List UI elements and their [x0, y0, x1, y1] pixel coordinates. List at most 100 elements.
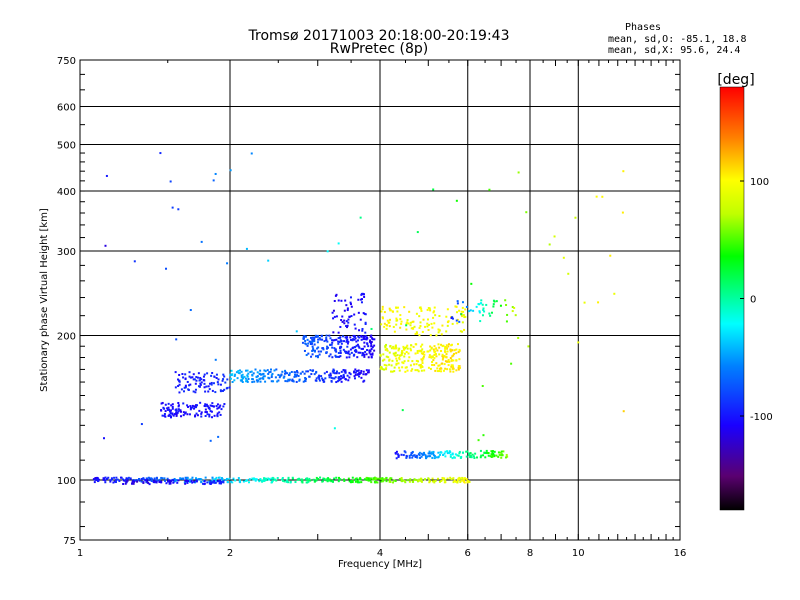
echo-point [359, 478, 362, 481]
echo-point [219, 413, 222, 416]
echo-point [251, 373, 254, 376]
echo-point [348, 371, 351, 374]
echo-point [238, 479, 241, 482]
echo-point [170, 415, 173, 418]
echo-point [433, 350, 436, 353]
echo-point [400, 320, 403, 323]
echo-point [343, 350, 346, 353]
echo-point [448, 360, 451, 363]
echo-point [250, 370, 253, 373]
echo-point [321, 338, 324, 341]
echo-point [446, 452, 449, 455]
echo-point [352, 346, 355, 349]
echo-point [200, 240, 203, 243]
echo-point [288, 373, 291, 376]
echo-point [226, 378, 229, 381]
echo-point [446, 368, 449, 371]
echo-point [334, 348, 337, 351]
echo-point [421, 343, 424, 346]
echo-point [438, 346, 441, 349]
echo-point [282, 376, 285, 379]
echo-point [177, 408, 180, 411]
echo-point [276, 380, 279, 383]
echo-point [131, 479, 134, 482]
echo-point [444, 479, 447, 482]
echo-point [360, 338, 363, 341]
y-tick-label: 100 [57, 476, 76, 487]
echo-point [196, 414, 199, 417]
echo-point [454, 305, 457, 308]
echo-point [342, 348, 345, 351]
echo-point [102, 437, 105, 440]
echo-point [370, 334, 373, 337]
echo-point [385, 324, 388, 327]
echo-point [405, 456, 408, 459]
echo-point [165, 267, 168, 270]
echo-point [267, 372, 270, 375]
echo-point [245, 380, 248, 383]
echo-point [266, 369, 269, 372]
echo-point [400, 322, 403, 325]
echo-point [180, 415, 183, 418]
echo-point [448, 451, 451, 454]
echo-point [457, 477, 460, 480]
echo-point [262, 375, 265, 378]
echo-point [191, 376, 194, 379]
echo-point [359, 298, 362, 301]
echo-point [379, 367, 382, 370]
x-tick-labels: 1 2 4 6 8 10 16 [77, 548, 687, 559]
echo-point [419, 321, 422, 324]
echo-point [453, 349, 456, 352]
echo-point [175, 414, 178, 417]
echo-point [335, 315, 338, 318]
echo-point [495, 454, 498, 457]
echo-point [432, 188, 435, 191]
echo-point [426, 325, 429, 328]
echo-point [553, 235, 556, 238]
echo-point [451, 322, 454, 325]
echo-point [381, 308, 384, 311]
echo-point [336, 380, 339, 383]
echo-point [396, 453, 399, 456]
x-tick-label: 4 [377, 548, 383, 559]
echo-point [426, 308, 429, 311]
echo-point [308, 477, 311, 480]
echo-point [240, 379, 243, 382]
echo-point [291, 477, 294, 480]
echo-point [431, 326, 434, 329]
echo-point [219, 390, 222, 393]
echo-point [286, 380, 289, 383]
echo-point [356, 343, 359, 346]
echo-point [420, 452, 423, 455]
echo-point [430, 356, 433, 359]
echo-point [233, 379, 236, 382]
echo-point [259, 380, 262, 383]
echo-point [451, 343, 454, 346]
echo-point [601, 195, 604, 198]
echo-point [171, 405, 174, 408]
y-tick-label: 75 [63, 536, 76, 547]
echo-point [495, 300, 498, 303]
echo-point [489, 455, 492, 458]
echo-point [361, 329, 364, 332]
echo-point [351, 479, 354, 482]
echo-point [263, 477, 266, 480]
echo-point [177, 405, 180, 408]
echo-point [345, 337, 348, 340]
echo-point [413, 325, 416, 328]
echo-point [360, 376, 363, 379]
echo-point [427, 366, 430, 369]
echo-point [217, 378, 220, 381]
echo-point [373, 344, 376, 347]
echo-point [353, 375, 356, 378]
echo-point [195, 477, 198, 480]
echo-point [191, 481, 194, 484]
echo-point [354, 373, 357, 376]
echo-point [360, 347, 363, 350]
echo-point [485, 303, 488, 306]
echo-point [427, 323, 430, 326]
echo-point [455, 369, 458, 372]
echo-point [450, 317, 453, 320]
echo-point [270, 380, 273, 383]
echo-point [182, 402, 185, 405]
